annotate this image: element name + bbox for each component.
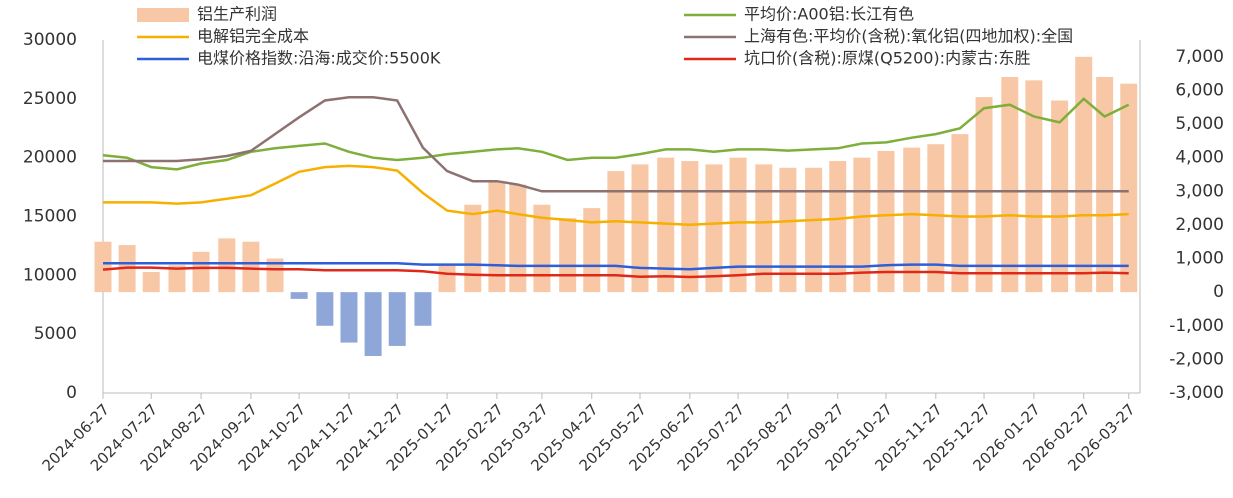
bar	[438, 265, 456, 293]
bar	[218, 238, 236, 293]
bar	[877, 150, 895, 293]
y2-tick-label: -1,000	[1169, 316, 1224, 336]
bar	[755, 164, 773, 293]
legend-label: 铝生产利润	[197, 5, 277, 24]
y2-tick-label: 5,000	[1175, 114, 1224, 134]
y2-tick-label: 1,000	[1175, 249, 1224, 269]
bar	[192, 251, 210, 293]
bar	[681, 161, 699, 293]
y-tick-label: 0	[66, 383, 77, 403]
bar	[388, 292, 406, 346]
bar	[975, 97, 993, 293]
bar	[1001, 76, 1019, 293]
legend-label: 平均价:A00铝:长江有色	[744, 5, 914, 24]
line	[102, 97, 1130, 171]
y-tick-label: 25000	[23, 89, 77, 109]
bar	[290, 292, 308, 299]
bar	[927, 144, 945, 293]
bar	[631, 164, 649, 293]
bar	[364, 292, 382, 357]
bar	[829, 161, 847, 293]
bar	[168, 265, 186, 293]
bar	[316, 292, 334, 326]
legend-label: 电煤价格指数:沿海:成交价:5500K	[197, 49, 441, 68]
line	[103, 95, 1129, 193]
bar	[805, 167, 823, 293]
legend-label: 电解铝完全成本	[197, 27, 309, 46]
bar	[464, 204, 482, 293]
bar	[414, 292, 432, 326]
legend-swatch	[137, 8, 189, 22]
y-tick-label: 30000	[23, 30, 77, 50]
bar	[142, 271, 160, 293]
y-tick-label: 5000	[34, 324, 77, 344]
bar	[1025, 80, 1043, 293]
y2-tick-label: 2,000	[1175, 215, 1224, 235]
y2-tick-label: 3,000	[1175, 181, 1224, 201]
bar	[779, 167, 797, 293]
bar	[1120, 83, 1138, 293]
y2-tick-label: 0	[1213, 282, 1224, 302]
bar	[583, 208, 601, 293]
bar	[607, 171, 625, 293]
y-tick-label: 10000	[23, 265, 77, 285]
bar	[951, 134, 969, 293]
line	[103, 261, 1129, 271]
y2-tick-label: 6,000	[1175, 80, 1224, 100]
bar	[559, 218, 577, 293]
bar	[729, 157, 747, 293]
bar	[903, 147, 921, 293]
bar	[266, 258, 284, 293]
bar	[1096, 76, 1114, 293]
y-tick-label: 20000	[23, 148, 77, 168]
bar	[705, 164, 723, 293]
line	[102, 266, 1129, 279]
legend-label: 上海有色:平均价(含税):氧化铝(四地加权):全国	[744, 27, 1073, 46]
bar	[1051, 100, 1069, 293]
bar	[1075, 56, 1093, 293]
bar	[242, 241, 260, 293]
line	[103, 164, 1129, 226]
legend-label: 坑口价(含税):原煤(Q5200):内蒙古:东胜	[744, 49, 1030, 68]
bar	[340, 292, 358, 343]
y2-tick-label: -2,000	[1169, 349, 1224, 369]
y2-tick-label: 4,000	[1175, 148, 1224, 168]
bar	[94, 241, 112, 293]
y2-tick-label: -3,000	[1169, 383, 1224, 403]
y2-tick-label: 7,000	[1175, 47, 1224, 67]
y-tick-label: 15000	[23, 207, 77, 227]
bar	[533, 204, 551, 293]
